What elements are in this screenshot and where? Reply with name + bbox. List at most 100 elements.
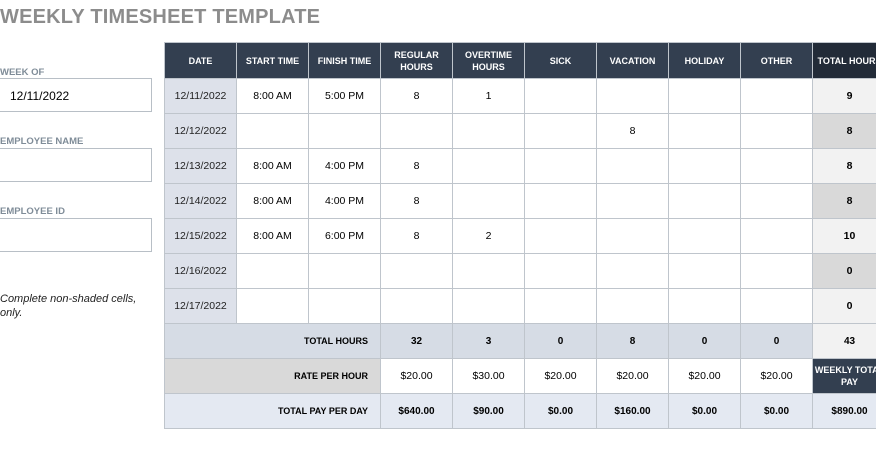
other-cell[interactable]: [740, 78, 813, 114]
regular-hours-cell[interactable]: 8: [380, 218, 453, 254]
sick-pay-cell: $0.00: [524, 393, 597, 429]
header-finish-time: FINISH TIME: [308, 42, 381, 79]
header-start-time: START TIME: [236, 42, 309, 79]
sick-rate-cell[interactable]: $20.00: [524, 358, 597, 394]
regular-hours-cell[interactable]: [380, 288, 453, 324]
table-row: 12/17/2022 0: [164, 288, 876, 324]
vacation-cell[interactable]: [596, 78, 669, 114]
finish-time-cell[interactable]: 6:00 PM: [308, 218, 381, 254]
regular-hours-cell[interactable]: [380, 113, 453, 149]
employee-id-field[interactable]: [0, 218, 152, 252]
other-cell[interactable]: [740, 288, 813, 324]
finish-time-cell[interactable]: 5:00 PM: [308, 78, 381, 114]
finish-time-cell[interactable]: 4:00 PM: [308, 148, 381, 184]
employee-name-label: EMPLOYEE NAME: [0, 136, 84, 147]
sick-cell[interactable]: [524, 288, 597, 324]
other-cell[interactable]: [740, 148, 813, 184]
holiday-cell[interactable]: [668, 253, 741, 289]
regular-hours-cell[interactable]: [380, 253, 453, 289]
holiday-rate-cell[interactable]: $20.00: [668, 358, 741, 394]
vacation-cell[interactable]: [596, 288, 669, 324]
table-row: 12/16/2022 0: [164, 253, 876, 289]
holiday-pay-cell: $0.00: [668, 393, 741, 429]
table-row: 12/12/2022 8 8: [164, 113, 876, 149]
table-row: 12/13/2022 8:00 AM 4:00 PM 8 8: [164, 148, 876, 184]
start-time-cell[interactable]: 8:00 AM: [236, 183, 309, 219]
overtime-hours-cell[interactable]: 2: [452, 218, 525, 254]
start-time-cell[interactable]: [236, 288, 309, 324]
start-time-cell[interactable]: [236, 253, 309, 289]
total-hours-label: TOTAL HOURS: [164, 323, 381, 359]
vacation-cell[interactable]: 8: [596, 113, 669, 149]
total-vacation-hours: 8: [596, 323, 669, 359]
total-hours-cell: 8: [812, 148, 876, 184]
other-cell[interactable]: [740, 253, 813, 289]
date-cell: 12/17/2022: [164, 288, 237, 324]
finish-time-cell[interactable]: 4:00 PM: [308, 183, 381, 219]
regular-hours-cell[interactable]: 8: [380, 78, 453, 114]
overtime-hours-cell[interactable]: [452, 288, 525, 324]
weekly-total-pay-value: $890.00: [812, 393, 876, 429]
other-cell[interactable]: [740, 183, 813, 219]
overtime-hours-cell[interactable]: 1: [452, 78, 525, 114]
header-regular-hours: REGULAR HOURS: [380, 42, 453, 79]
overtime-hours-cell[interactable]: [452, 183, 525, 219]
sick-cell[interactable]: [524, 113, 597, 149]
start-time-cell[interactable]: [236, 113, 309, 149]
total-holiday-hours: 0: [668, 323, 741, 359]
overtime-pay-cell: $90.00: [452, 393, 525, 429]
sick-cell[interactable]: [524, 183, 597, 219]
finish-time-cell[interactable]: [308, 113, 381, 149]
vacation-rate-cell[interactable]: $20.00: [596, 358, 669, 394]
overtime-hours-cell[interactable]: [452, 113, 525, 149]
total-hours-row: TOTAL HOURS 32 3 0 8 0 0 43: [164, 323, 876, 359]
other-rate-cell[interactable]: $20.00: [740, 358, 813, 394]
overtime-hours-cell[interactable]: [452, 253, 525, 289]
holiday-cell[interactable]: [668, 288, 741, 324]
total-hours-cell: 9: [812, 78, 876, 114]
regular-rate-cell[interactable]: $20.00: [380, 358, 453, 394]
overtime-hours-cell[interactable]: [452, 148, 525, 184]
header-other: OTHER: [740, 42, 813, 79]
vacation-cell[interactable]: [596, 148, 669, 184]
date-cell: 12/12/2022: [164, 113, 237, 149]
overtime-rate-cell[interactable]: $30.00: [452, 358, 525, 394]
vacation-cell[interactable]: [596, 183, 669, 219]
other-cell[interactable]: [740, 113, 813, 149]
vacation-cell[interactable]: [596, 218, 669, 254]
regular-hours-cell[interactable]: 8: [380, 148, 453, 184]
finish-time-cell[interactable]: [308, 288, 381, 324]
header-sick: SICK: [524, 42, 597, 79]
sick-cell[interactable]: [524, 148, 597, 184]
sick-cell[interactable]: [524, 253, 597, 289]
week-of-label: WEEK OF: [0, 67, 45, 78]
date-cell: 12/11/2022: [164, 78, 237, 114]
instruction-note: Complete non-shaded cells, only.: [0, 293, 137, 319]
holiday-cell[interactable]: [668, 113, 741, 149]
header-row: DATE START TIME FINISH TIME REGULAR HOUR…: [164, 42, 876, 79]
table-row: 12/15/2022 8:00 AM 6:00 PM 8 2 10: [164, 218, 876, 254]
vacation-cell[interactable]: [596, 253, 669, 289]
holiday-cell[interactable]: [668, 148, 741, 184]
start-time-cell[interactable]: 8:00 AM: [236, 78, 309, 114]
total-hours-cell: 10: [812, 218, 876, 254]
sick-cell[interactable]: [524, 218, 597, 254]
header-vacation: VACATION: [596, 42, 669, 79]
week-of-value: 12/11/2022: [10, 89, 70, 103]
holiday-cell[interactable]: [668, 183, 741, 219]
week-of-field[interactable]: 12/11/2022: [0, 78, 152, 112]
start-time-cell[interactable]: 8:00 AM: [236, 148, 309, 184]
sick-cell[interactable]: [524, 78, 597, 114]
holiday-cell[interactable]: [668, 218, 741, 254]
employee-name-field[interactable]: [0, 148, 152, 182]
other-cell[interactable]: [740, 218, 813, 254]
employee-id-value: [0, 229, 10, 243]
page-title: WEEKLY TIMESHEET TEMPLATE: [0, 6, 321, 28]
employee-id-label: EMPLOYEE ID: [0, 206, 65, 217]
finish-time-cell[interactable]: [308, 253, 381, 289]
regular-hours-cell[interactable]: 8: [380, 183, 453, 219]
total-hours-cell: 8: [812, 113, 876, 149]
holiday-cell[interactable]: [668, 78, 741, 114]
table-row: 12/11/2022 8:00 AM 5:00 PM 8 1 9: [164, 78, 876, 114]
start-time-cell[interactable]: 8:00 AM: [236, 218, 309, 254]
